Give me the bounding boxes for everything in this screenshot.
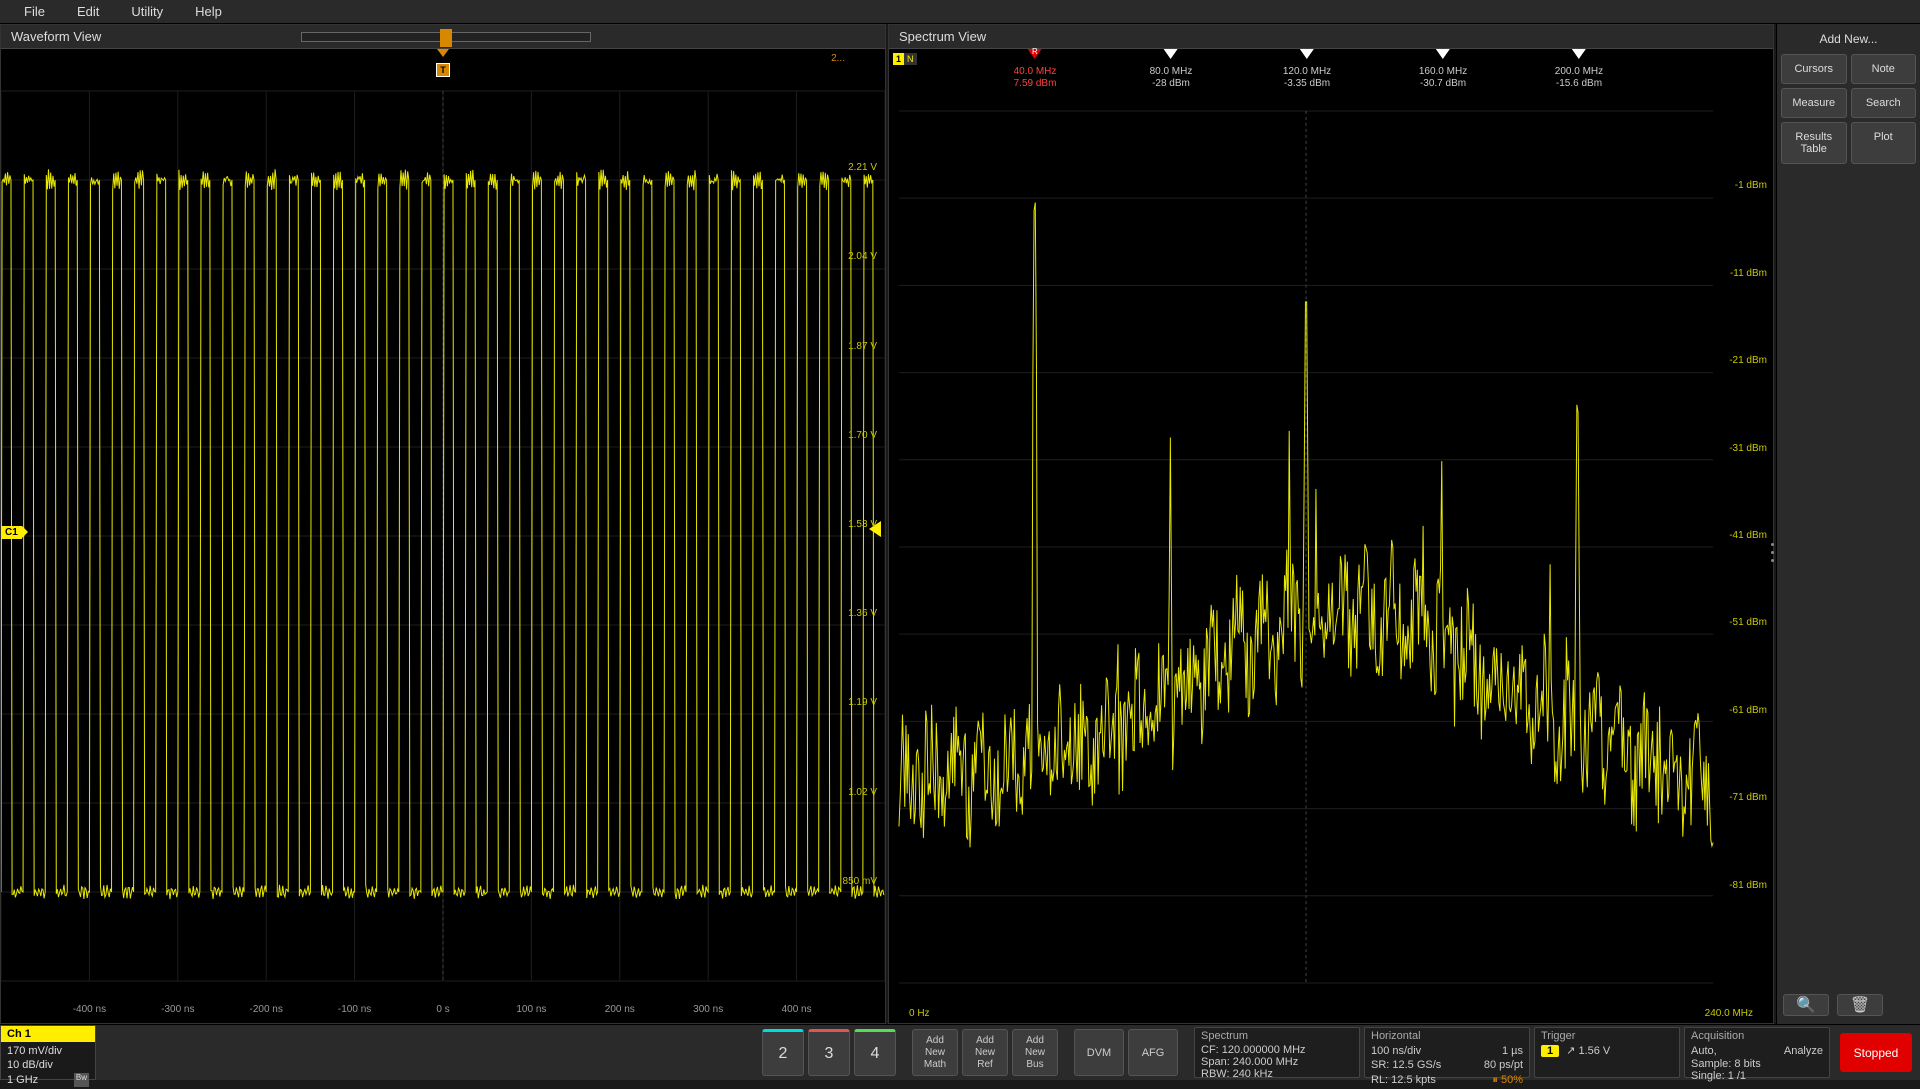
spectrum-y-tick: -11 dBm [1730,268,1767,279]
waveform-svg [1,49,885,1023]
channel-3-button[interactable]: 3 [808,1029,850,1076]
trigger-info-panel[interactable]: Trigger 1 ↗ 1.56 V [1534,1027,1680,1078]
waveform-y-tick: 2.04 V [848,251,877,262]
waveform-plot[interactable]: C1 2... T -400 ns -300 ns -200 ns -100 ns 0 … [1,49,885,1023]
waveform-y-tick: 850 mV [843,876,877,887]
trigger-edge-icon: ↗ [1566,1045,1575,1057]
measure-button[interactable]: Measure [1781,88,1847,118]
waveform-y-tick: 1.02 V [848,787,877,798]
ch1-badge-body: 170 mV/div 10 dB/div 1 GHz Bw [1,1042,95,1089]
run-stop-button[interactable]: Stopped [1840,1033,1912,1072]
zoom-handle[interactable] [440,29,452,47]
waveform-x-tick: -400 ns [73,1004,106,1015]
spectrum-marker[interactable]: 120.0 MHz-3.35 dBm [1283,49,1331,90]
waveform-y-tick: 1.53 V [848,519,877,530]
waveform-y-tick: 1.70 V [848,430,877,441]
spectrum-marker[interactable]: 80.0 MHz-28 dBm [1150,49,1193,90]
search-button[interactable]: Search [1851,88,1917,118]
add-bus-button[interactable]: Add New Bus [1012,1029,1058,1076]
spectrum-y-tick: -71 dBm [1729,792,1767,803]
spectrum-y-tick: -1 dBm [1735,180,1767,191]
sidebar: Add New... Cursors Note Measure Search R… [1776,24,1920,1024]
note-button[interactable]: Note [1851,54,1917,84]
trig-voltage-readout: 2... [831,53,845,64]
spectrum-info-panel[interactable]: Spectrum CF: 120.000000 MHz Span: 240.00… [1194,1027,1360,1078]
spectrum-plot[interactable]: 1 N R40.0 MHz7.59 dBm 80.0 MHz-28 dBm 120.… [889,49,1773,1023]
channel-4-button[interactable]: 4 [854,1029,896,1076]
add-math-button[interactable]: Add New Math [912,1029,958,1076]
spectrum-y-tick: -31 dBm [1729,443,1767,454]
zoom-bar[interactable] [301,32,591,42]
trigger-channel-badge: 1 [1541,1045,1559,1057]
trash-icon[interactable]: 🗑 [1837,994,1883,1016]
spectrum-view: Spectrum View 1 N R40.0 MHz7.59 dBm 80.0 … [888,24,1774,1024]
waveform-x-tick: 300 ns [693,1004,723,1015]
menu-utility[interactable]: Utility [115,4,179,19]
spectrum-y-tick: -61 dBm [1729,705,1767,716]
spectrum-x-start: 0 Hz [909,1008,930,1019]
add-ref-button[interactable]: Add New Ref [962,1029,1008,1076]
spectrum-y-tick: -21 dBm [1729,355,1767,366]
spectrum-y-tick: -81 dBm [1729,880,1767,891]
spectrum-svg [889,49,1773,1023]
channel-marker-c1[interactable]: C1 [1,526,22,539]
channel-2-button[interactable]: 2 [762,1029,804,1076]
sidebar-header: Add New... [1781,28,1916,50]
sidebar-grip[interactable] [1768,540,1776,564]
waveform-y-tick: 1.19 V [848,697,877,708]
spectrum-title: Spectrum View [899,29,986,44]
waveform-x-tick: 0 s [436,1004,449,1015]
spectrum-marker[interactable]: 160.0 MHz-30.7 dBm [1419,49,1467,90]
waveform-x-tick: 200 ns [605,1004,635,1015]
channel-1-badge[interactable]: Ch 1 170 mV/div 10 dB/div 1 GHz Bw [0,1025,96,1080]
waveform-x-tick: -200 ns [250,1004,283,1015]
menu-edit[interactable]: Edit [61,4,115,19]
waveform-x-tick: 100 ns [516,1004,546,1015]
waveform-y-tick: 1.87 V [848,341,877,352]
search-zoom-icon[interactable]: 🔍 [1783,994,1829,1016]
horizontal-info-panel[interactable]: Horizontal 100 ns/div1 µs SR: 12.5 GS/s8… [1364,1027,1530,1078]
spectrum-view-header: Spectrum View [889,25,1773,49]
spectrum-x-end: 240.0 MHz [1705,1008,1753,1019]
bottom-bar: Ch 1 170 mV/div 10 dB/div 1 GHz Bw 2 3 4… [0,1024,1920,1080]
waveform-x-tick: -100 ns [338,1004,371,1015]
waveform-view: Waveform View C1 2... T -400 ns -300 ns -2… [0,24,886,1024]
plot-button[interactable]: Plot [1851,122,1917,164]
dvm-button[interactable]: DVM [1074,1029,1124,1076]
menu-file[interactable]: File [8,4,61,19]
menubar: File Edit Utility Help [0,0,1920,24]
afg-button[interactable]: AFG [1128,1029,1178,1076]
spectrum-y-tick: -41 dBm [1729,530,1767,541]
spectrum-marker[interactable]: 200.0 MHz-15.6 dBm [1555,49,1603,90]
spectrum-y-tick: -51 dBm [1729,617,1767,628]
acquisition-info-panel[interactable]: Acquisition Auto,Analyze Sample: 8 bits … [1684,1027,1830,1078]
waveform-y-tick: 2.21 V [848,162,877,173]
waveform-view-header: Waveform View [1,25,885,49]
menu-help[interactable]: Help [179,4,238,19]
waveform-title: Waveform View [11,29,101,44]
trigger-time-marker[interactable]: T [436,49,450,77]
cursors-button[interactable]: Cursors [1781,54,1847,84]
spectrum-marker[interactable]: R40.0 MHz7.59 dBm [1014,49,1057,90]
waveform-y-tick: 1.36 V [848,608,877,619]
results-table-button[interactable]: Results Table [1781,122,1847,164]
spectrum-channel-badge[interactable]: 1 N [893,53,917,65]
waveform-x-tick: -300 ns [161,1004,194,1015]
waveform-x-tick: 400 ns [782,1004,812,1015]
ch1-badge-header: Ch 1 [1,1026,95,1042]
